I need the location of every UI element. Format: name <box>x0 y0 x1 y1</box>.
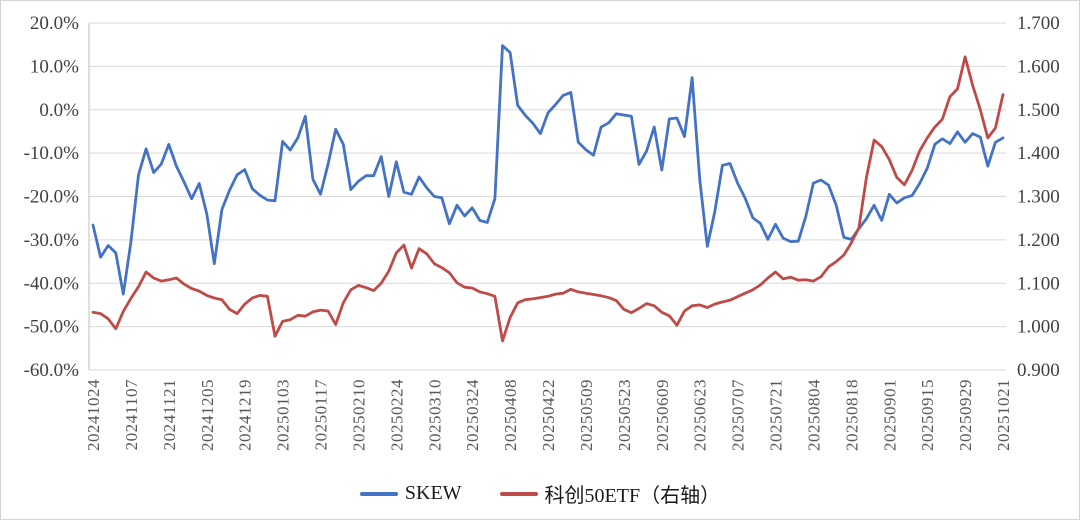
x-axis-tick-label: 20250509 <box>577 379 596 451</box>
x-axis-tick-label: 20250103 <box>274 379 293 451</box>
x-axis-tick-label: 20250929 <box>956 379 975 451</box>
x-axis-tick-label: 20250324 <box>463 379 482 451</box>
right-axis-tick-label: 1.400 <box>1017 143 1060 164</box>
x-axis-tick-label: 20250609 <box>653 379 672 451</box>
x-axis-tick-label: 20241205 <box>198 379 217 451</box>
right-axis-tick-label: 1.000 <box>1017 317 1060 338</box>
x-axis-tick-label: 20250422 <box>539 379 558 451</box>
etf-line-swatch <box>499 491 538 496</box>
etf-line <box>91 55 1005 343</box>
right-axis-tick-label: 1.200 <box>1017 230 1060 251</box>
x-axis-tick-label: 20250901 <box>880 379 899 451</box>
x-axis-tick-label: 20250523 <box>615 379 634 451</box>
left-axis-tick-label: -20.0% <box>24 187 80 208</box>
x-axis-tick-label: 20250707 <box>729 379 748 451</box>
x-axis-tick-label: 20250408 <box>501 379 520 451</box>
skew-line <box>91 44 1005 296</box>
legend-label-etf: 科创50ETF（右轴） <box>544 485 721 507</box>
left-axis-tick-label: 0.0% <box>39 100 79 121</box>
x-axis-tick-label: 20241107 <box>122 379 141 450</box>
x-axis-tick-label: 20250804 <box>804 379 823 451</box>
left-axis-tick-label: -50.0% <box>24 317 80 338</box>
left-axis-tick-label: -60.0% <box>24 360 80 381</box>
x-axis-tick-label: 20241024 <box>84 379 103 451</box>
x-axis-tick-label: 20250310 <box>425 379 444 451</box>
legend-item-etf[interactable]: 科创50ETF（右轴） <box>499 479 721 508</box>
x-axis-tick-label: 20241121 <box>160 379 179 450</box>
x-axis-tick-label: 20250224 <box>387 379 406 451</box>
x-axis-tick-label: 20250623 <box>691 379 710 451</box>
chart-legend: SKEW 科创50ETF（右轴） <box>1 479 1079 508</box>
right-axis-tick-label: 1.700 <box>1017 13 1060 34</box>
left-axis-tick-label: 10.0% <box>30 56 79 77</box>
x-axis-tick-label: 20250117 <box>312 379 331 450</box>
x-axis-tick-label: 20250818 <box>842 379 861 451</box>
legend-label-skew: SKEW <box>404 482 462 504</box>
right-axis-tick-label: 1.600 <box>1017 56 1060 77</box>
x-axis-tick-label: 20250721 <box>767 379 786 451</box>
right-axis-tick-label: 1.300 <box>1017 187 1060 208</box>
x-axis-tick-label: 20251021 <box>994 379 1013 451</box>
x-axis-tick-label: 20250210 <box>349 379 368 451</box>
left-axis-tick-label: -30.0% <box>24 230 80 251</box>
skew-line-swatch <box>359 491 398 496</box>
left-axis-tick-label: -40.0% <box>24 273 80 294</box>
right-axis-tick-label: 1.500 <box>1017 100 1060 121</box>
left-axis-tick-label: -10.0% <box>24 143 80 164</box>
right-axis-tick-label: 0.900 <box>1017 360 1060 381</box>
x-axis-tick-label: 20250915 <box>918 379 937 451</box>
x-axis-tick-label: 20241219 <box>236 379 255 451</box>
left-axis-tick-label: 20.0% <box>30 13 79 34</box>
legend-item-skew[interactable]: SKEW <box>359 482 462 505</box>
right-axis-tick-label: 1.100 <box>1017 273 1060 294</box>
